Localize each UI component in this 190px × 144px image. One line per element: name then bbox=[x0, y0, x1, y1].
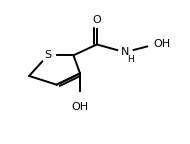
Text: N: N bbox=[121, 47, 129, 57]
Text: O: O bbox=[93, 15, 101, 25]
Text: OH: OH bbox=[71, 102, 89, 112]
Text: S: S bbox=[44, 50, 51, 60]
Text: OH: OH bbox=[154, 39, 171, 49]
Text: H: H bbox=[127, 55, 134, 65]
